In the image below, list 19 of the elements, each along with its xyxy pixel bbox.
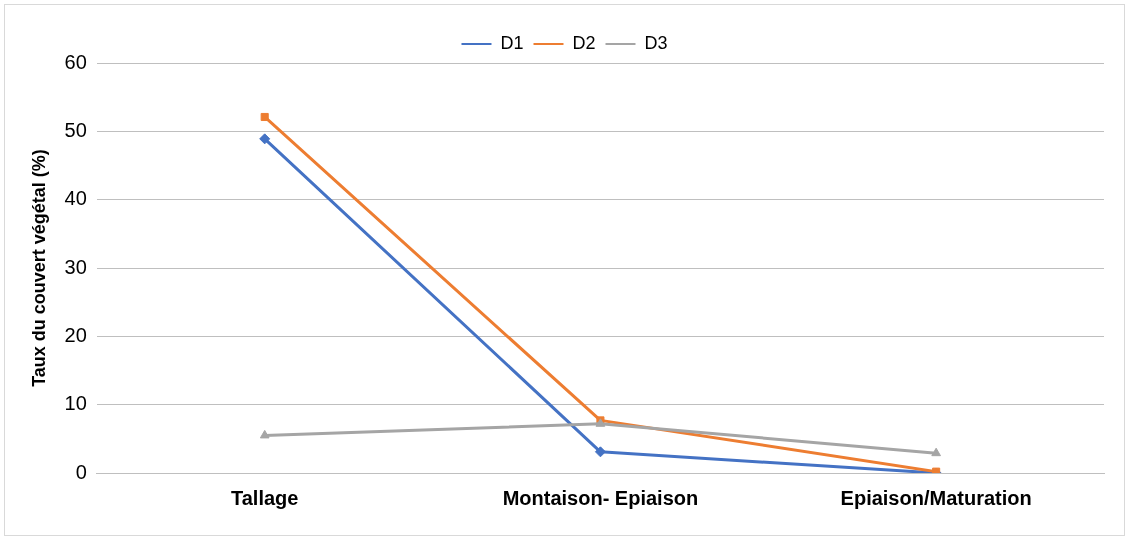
x-tick-label: Epiaison/Maturation [840,486,1032,509]
point [931,447,941,457]
y-tick-label: 0 [75,460,87,483]
x-tick-label: Tallage [230,486,299,509]
y-tick-label: 20 [64,323,87,346]
legend-label: D2 [572,32,596,53]
point [259,429,270,439]
legend-label: D1 [500,32,524,53]
point [594,446,606,458]
y-tick-label: 30 [64,255,87,278]
y-tick-label: 60 [64,50,87,73]
y-tick-label: 50 [64,118,87,141]
point [259,133,271,145]
x-tick-label: Montaison- Epiaison [502,486,699,509]
y-axis-title: Taux du couvert végétal (%) [28,149,49,387]
point [260,112,269,122]
legend-label: D3 [644,32,668,53]
y-tick-label: 40 [64,187,87,210]
y-tick-label: 10 [64,392,87,415]
